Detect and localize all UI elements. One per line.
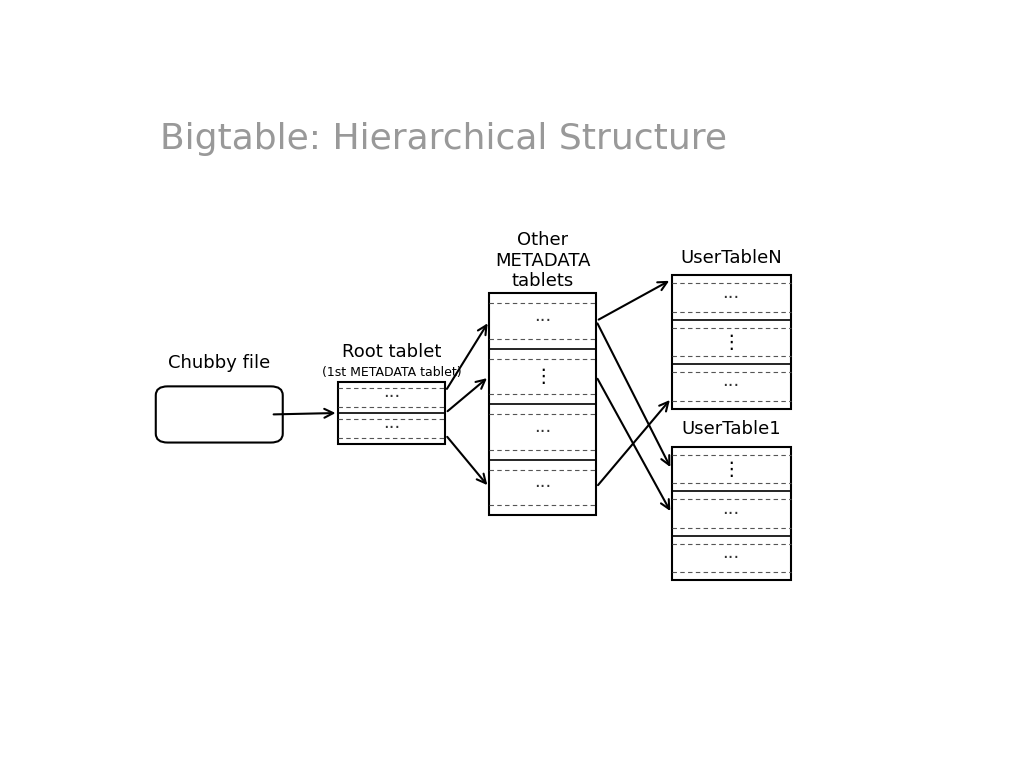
Bar: [489, 293, 596, 515]
Text: UserTable1: UserTable1: [681, 420, 781, 438]
Text: ···: ···: [723, 549, 739, 567]
Text: ···: ···: [723, 377, 739, 396]
Text: ···: ···: [723, 505, 739, 522]
Text: tablets: tablets: [512, 273, 573, 290]
Text: ⋮: ⋮: [532, 367, 552, 386]
Text: METADATA: METADATA: [495, 252, 591, 270]
Text: ···: ···: [535, 312, 551, 330]
Text: ···: ···: [383, 419, 400, 438]
Text: ···: ···: [535, 478, 551, 496]
Text: ···: ···: [535, 423, 551, 441]
Bar: [338, 382, 445, 444]
Text: ···: ···: [383, 389, 400, 406]
Text: UserTableN: UserTableN: [680, 249, 782, 266]
Bar: [672, 447, 791, 580]
FancyBboxPatch shape: [156, 386, 283, 442]
Bar: [672, 276, 791, 409]
Text: ···: ···: [723, 289, 739, 306]
Text: Other: Other: [517, 231, 568, 249]
Text: Bigtable: Hierarchical Structure: Bigtable: Hierarchical Structure: [160, 121, 727, 156]
Text: ⋮: ⋮: [721, 333, 741, 352]
Text: ⋮: ⋮: [721, 460, 741, 478]
Text: Chubby file: Chubby file: [168, 353, 270, 372]
Text: (1st METADATA tablet): (1st METADATA tablet): [323, 366, 462, 379]
Text: Root tablet: Root tablet: [342, 343, 441, 361]
